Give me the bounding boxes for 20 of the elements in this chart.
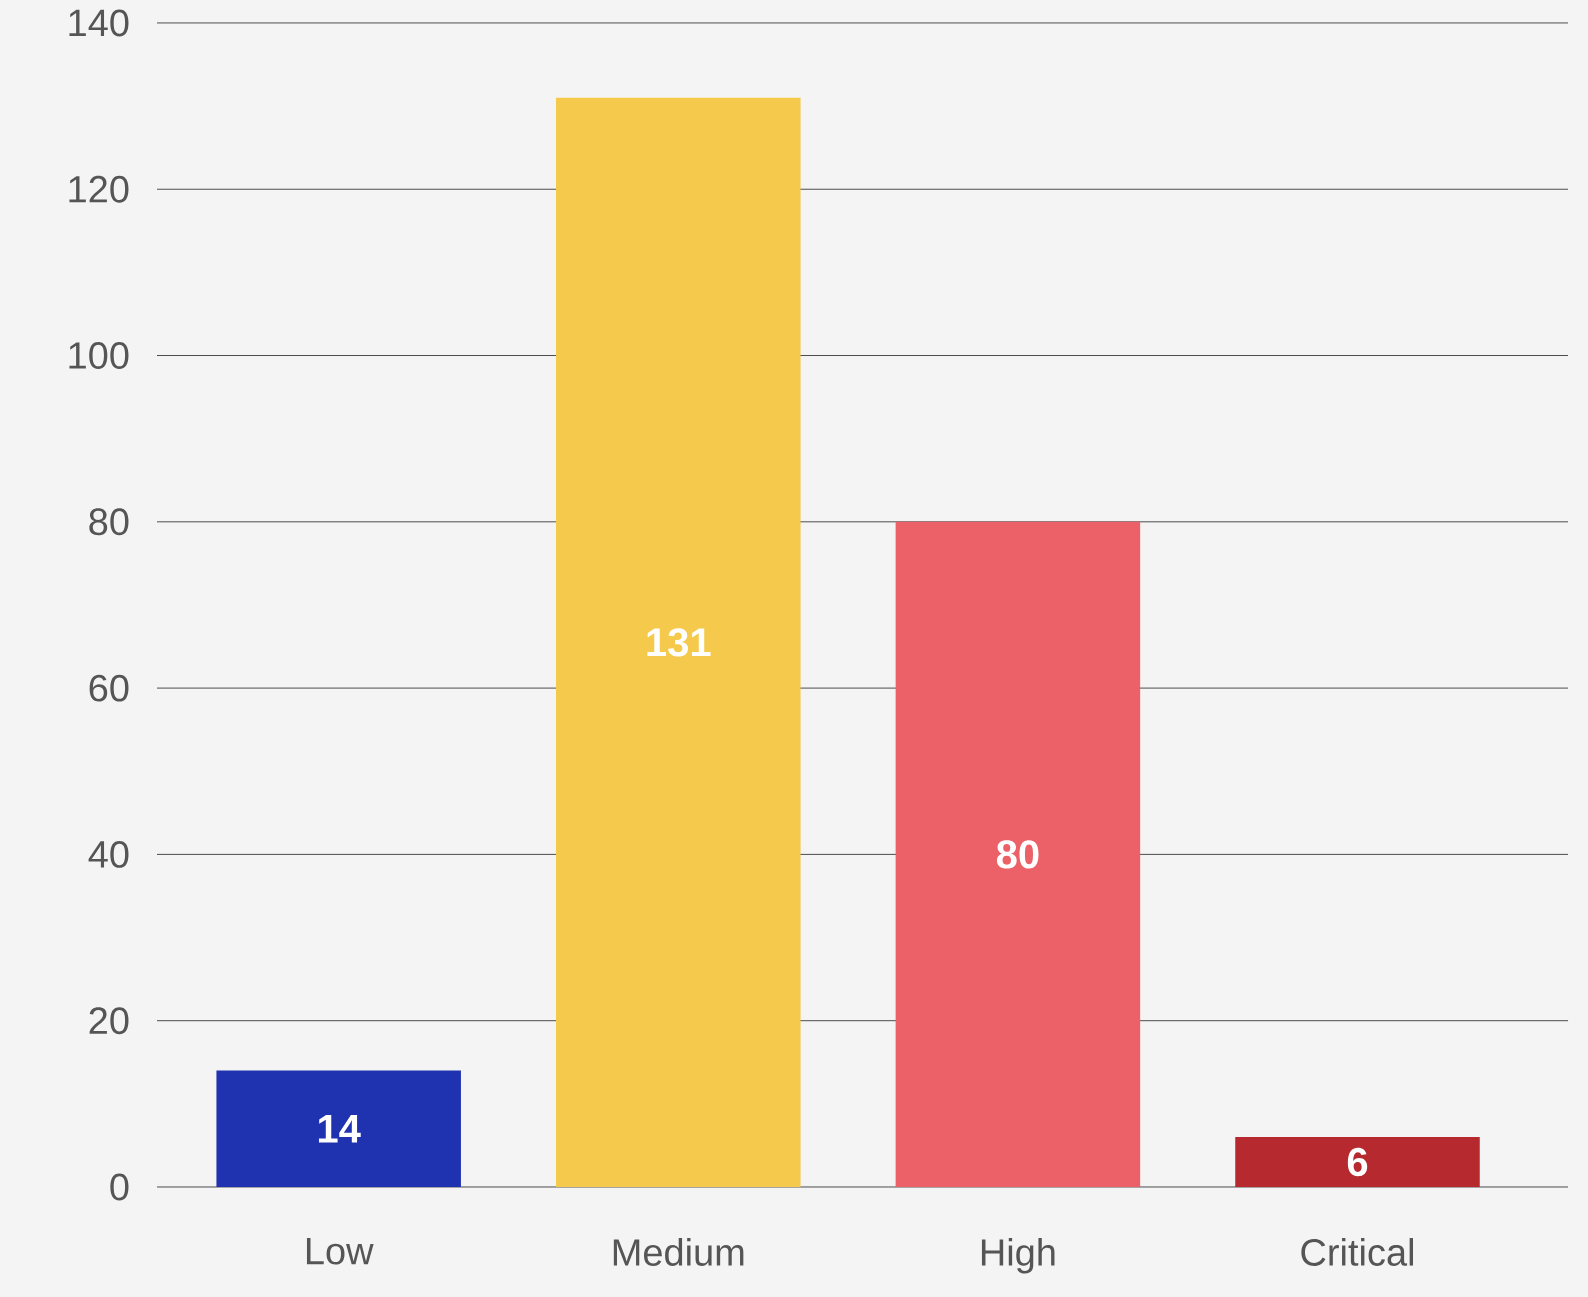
x-tick-label: High bbox=[981, 1238, 1055, 1274]
x-tick-label: Medium bbox=[613, 1238, 744, 1266]
bar bbox=[556, 97, 801, 1187]
y-tick-label: 80 bbox=[89, 508, 129, 536]
y-tick-label: 40 bbox=[88, 840, 129, 868]
bar bbox=[216, 1070, 461, 1187]
y-tick-label: 120 bbox=[69, 175, 129, 203]
data-label: 80 bbox=[996, 840, 1039, 869]
data-label: 131 bbox=[647, 628, 711, 657]
y-tick-label: 100 bbox=[69, 342, 129, 369]
y-tick-label: 0 bbox=[110, 1173, 129, 1201]
y-tick-label: 20 bbox=[89, 1007, 129, 1035]
data-label: 6 bbox=[1347, 1147, 1368, 1177]
x-tick-label: Critical bbox=[1301, 1238, 1413, 1266]
x-tick-label: Low bbox=[306, 1238, 374, 1265]
bar bbox=[1235, 1137, 1480, 1187]
y-tick-label: 60 bbox=[89, 674, 129, 702]
y-tick-label: 140 bbox=[69, 9, 129, 37]
data-label: 14 bbox=[318, 1115, 361, 1143]
bar bbox=[895, 521, 1141, 1187]
